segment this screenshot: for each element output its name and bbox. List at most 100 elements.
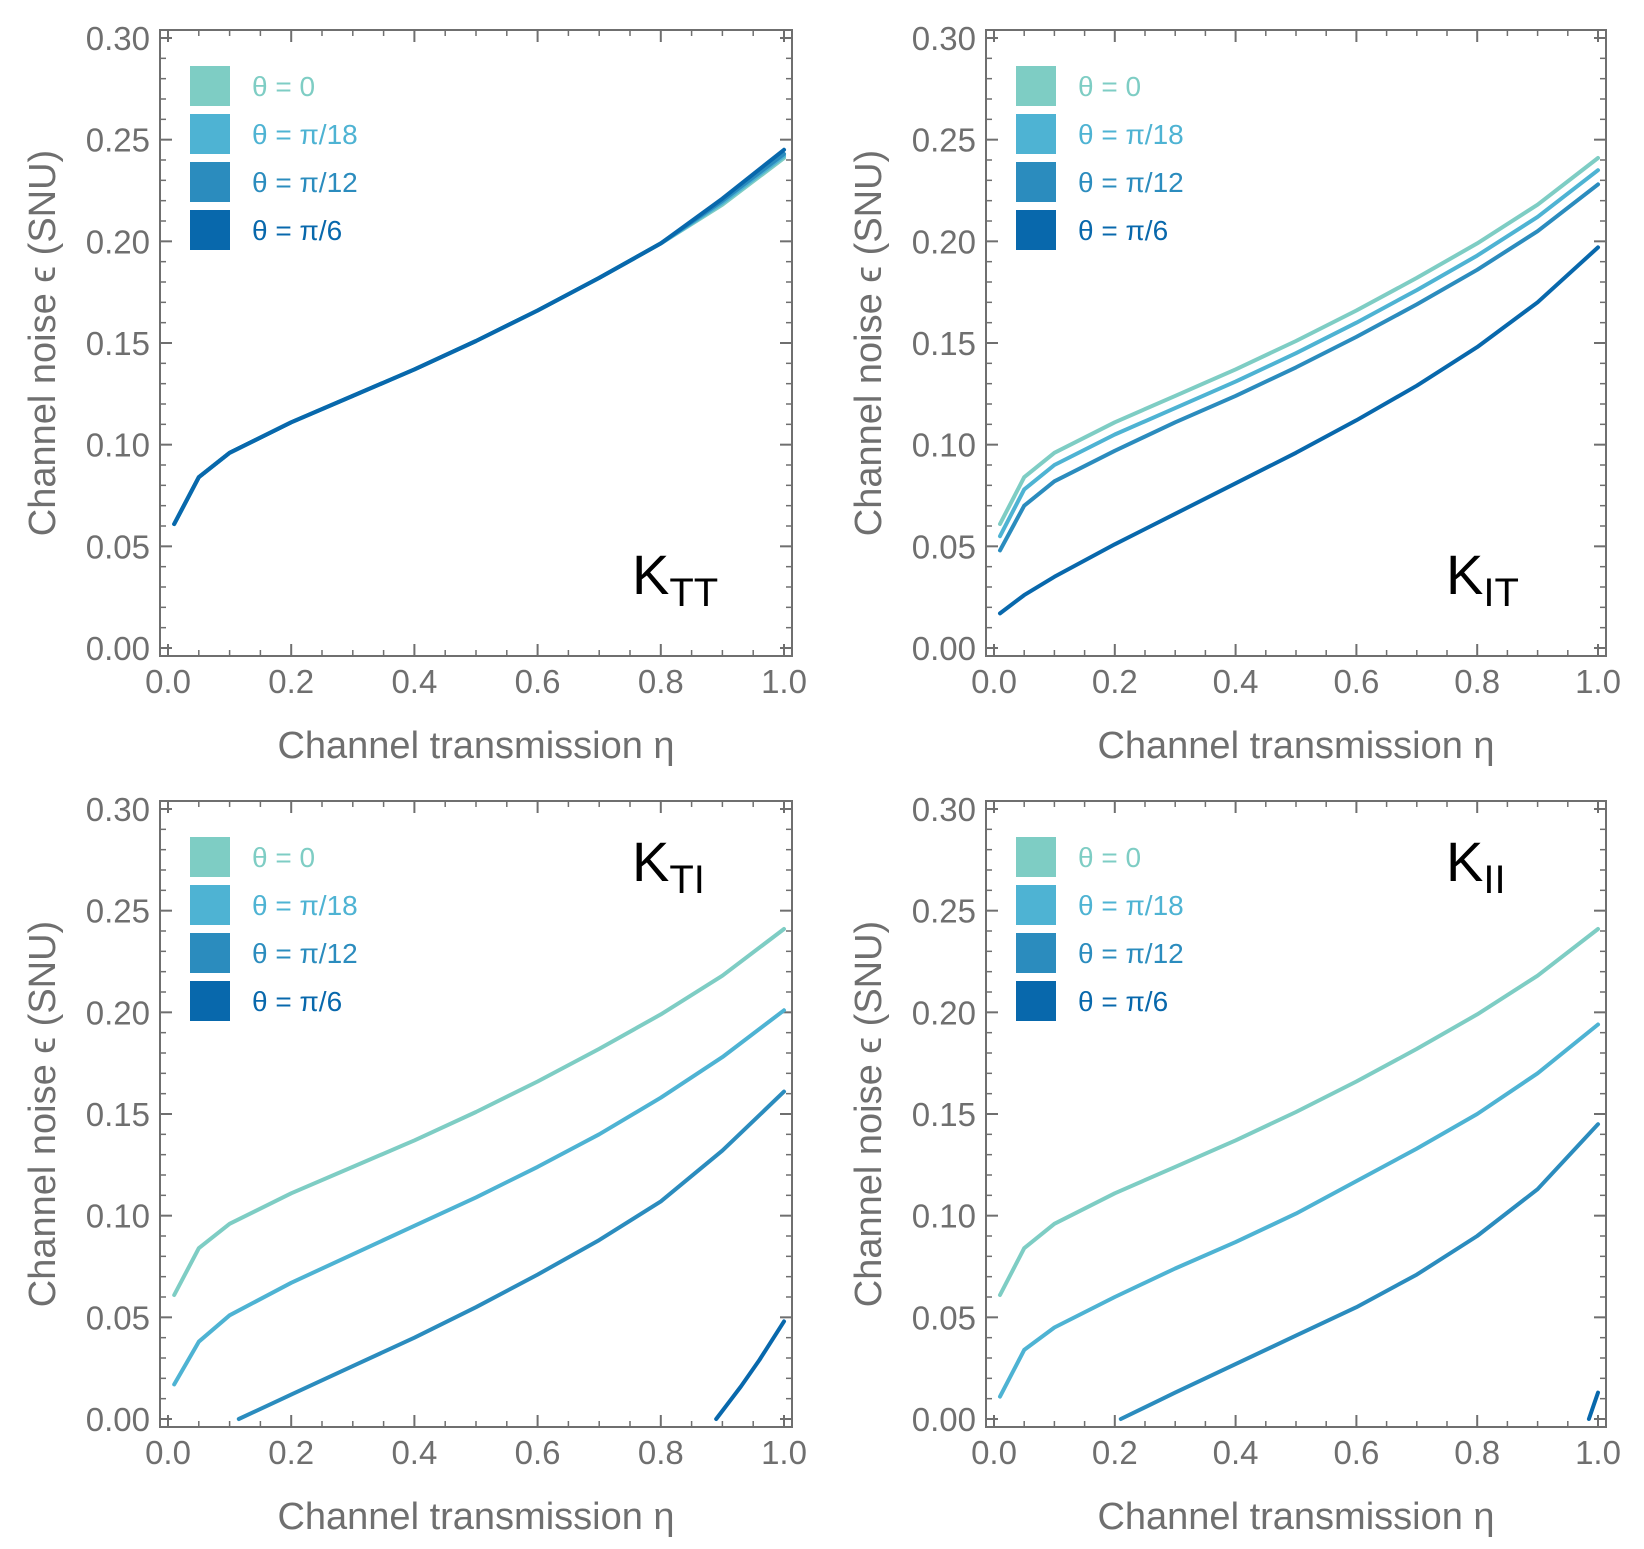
chart-panel-2: 0.0 0.2 0.4 0.6 0.8 1.0 0.00 0.05 0.10 0.15 0.20 0.…: [848, 20, 1621, 767]
legend-swatch-3: [1016, 933, 1056, 973]
y-tick-label: 0.20: [86, 223, 150, 260]
y-tick-label: 0.20: [912, 223, 976, 260]
legend-label-2: θ = π/18: [1078, 890, 1184, 921]
y-tick-label: 0.05: [86, 1299, 150, 1336]
y-tick-label: 0.00: [912, 630, 976, 667]
panel-label-main: K: [1446, 830, 1483, 893]
legend-label-1: θ = 0: [252, 71, 315, 102]
series-line-4: [714, 1319, 786, 1421]
series-line-1: [998, 156, 1600, 526]
series-line-4: [172, 147, 786, 526]
y-tick-label: 0.20: [86, 994, 150, 1031]
x-tick-label: 0.2: [1092, 1434, 1138, 1471]
y-tick-label: 0.15: [912, 1096, 976, 1133]
y-tick-label: 0.00: [86, 630, 150, 667]
x-tick-label: 0.8: [1454, 663, 1500, 700]
y-tick-label: 0.30: [86, 791, 150, 828]
y-tick-label: 0.10: [86, 427, 150, 464]
x-tick-label: 0.4: [391, 1434, 437, 1471]
y-tick-label: 0.05: [912, 528, 976, 565]
x-tick-label: 0.8: [1454, 1434, 1500, 1471]
x-tick-label: 1.0: [1575, 663, 1621, 700]
chart-panel-1: 0.0 0.2 0.4 0.6 0.8 1.0 0.00 0.05 0.10 0.15 0.20 0.…: [22, 20, 807, 767]
y-axis-title: Channel noise ϵ (SNU): [22, 150, 64, 536]
y-tick-label: 0.30: [912, 791, 976, 828]
x-tick-label: 0.0: [145, 1434, 191, 1471]
series-line-2: [998, 168, 1600, 539]
panel-label-subscript: TI: [669, 858, 705, 902]
panel-label-main: K: [1446, 543, 1483, 606]
legend-swatch-1: [190, 837, 230, 877]
y-tick-label: 0.25: [86, 122, 150, 159]
legend-swatch-1: [1016, 837, 1056, 877]
legend-swatch-4: [190, 981, 230, 1021]
legend-swatch-2: [1016, 885, 1056, 925]
x-axis-title: Channel transmission η: [277, 1496, 674, 1538]
series-line-1: [998, 927, 1600, 1297]
legend-label-3: θ = π/12: [252, 167, 358, 198]
legend-label-4: θ = π/6: [1078, 986, 1168, 1017]
panel-label: KII: [1446, 830, 1506, 902]
panel-label: KTT: [632, 543, 718, 615]
series-line-3: [236, 1089, 786, 1421]
legend-label-4: θ = π/6: [252, 986, 342, 1017]
panel-label-subscript: II: [1483, 858, 1505, 902]
y-tick-label: 0.10: [86, 1198, 150, 1235]
x-tick-label: 0.2: [1092, 663, 1138, 700]
y-tick-label: 0.00: [86, 1401, 150, 1438]
y-tick-label: 0.25: [912, 893, 976, 930]
legend-swatch-3: [190, 933, 230, 973]
legend-label-4: θ = π/6: [1078, 215, 1168, 246]
series-line-3: [998, 182, 1600, 553]
legend-label-1: θ = 0: [1078, 71, 1141, 102]
legend-label-4: θ = π/6: [252, 215, 342, 246]
y-tick-label: 0.05: [86, 528, 150, 565]
legend-label-1: θ = 0: [252, 842, 315, 873]
x-tick-label: 0.0: [971, 663, 1017, 700]
legend-label-2: θ = π/18: [252, 890, 358, 921]
x-axis-title: Channel transmission η: [1097, 1496, 1494, 1538]
legend-swatch-4: [1016, 981, 1056, 1021]
panel-label-main: K: [632, 830, 669, 893]
series-line-2: [998, 1022, 1600, 1399]
panel-label: KTI: [632, 830, 705, 902]
panel-label-subscript: IT: [1483, 571, 1519, 615]
legend-swatch-4: [190, 210, 230, 250]
y-tick-label: 0.30: [86, 20, 150, 57]
series-line-3: [1118, 1122, 1600, 1421]
x-axis-title: Channel transmission η: [1097, 725, 1494, 767]
x-tick-label: 0.0: [145, 663, 191, 700]
y-tick-label: 0.15: [86, 325, 150, 362]
legend-label-3: θ = π/12: [1078, 938, 1184, 969]
y-axis-title: Channel noise ϵ (SNU): [848, 150, 890, 536]
legend-label-3: θ = π/12: [252, 938, 358, 969]
y-tick-label: 0.10: [912, 427, 976, 464]
y-tick-label: 0.15: [912, 325, 976, 362]
x-tick-label: 0.6: [515, 663, 561, 700]
legend-swatch-3: [190, 162, 230, 202]
y-axis-title: Channel noise ϵ (SNU): [22, 921, 64, 1307]
legend-swatch-4: [1016, 210, 1056, 250]
legend-swatch-3: [1016, 162, 1056, 202]
x-tick-label: 1.0: [761, 1434, 807, 1471]
series-line-1: [172, 927, 786, 1297]
legend-label-2: θ = π/18: [1078, 119, 1184, 150]
x-tick-label: 0.0: [971, 1434, 1017, 1471]
x-axis-title: Channel transmission η: [277, 725, 674, 767]
y-tick-label: 0.10: [912, 1198, 976, 1235]
panel-label-main: K: [632, 543, 669, 606]
x-tick-label: 0.2: [268, 1434, 314, 1471]
x-tick-label: 0.6: [1333, 1434, 1379, 1471]
x-tick-label: 0.8: [638, 663, 684, 700]
panel-label-subscript: TT: [669, 571, 718, 615]
x-tick-label: 0.4: [1213, 663, 1259, 700]
y-tick-label: 0.00: [912, 1401, 976, 1438]
x-tick-label: 0.4: [1213, 1434, 1259, 1471]
y-tick-label: 0.30: [912, 20, 976, 57]
legend-label-3: θ = π/12: [1078, 167, 1184, 198]
y-tick-label: 0.20: [912, 994, 976, 1031]
x-tick-label: 0.6: [515, 1434, 561, 1471]
legend-swatch-2: [190, 114, 230, 154]
chart-panel-3: 0.0 0.2 0.4 0.6 0.8 1.0 0.00 0.05 0.10 0.15 0.20 0.…: [22, 791, 807, 1538]
